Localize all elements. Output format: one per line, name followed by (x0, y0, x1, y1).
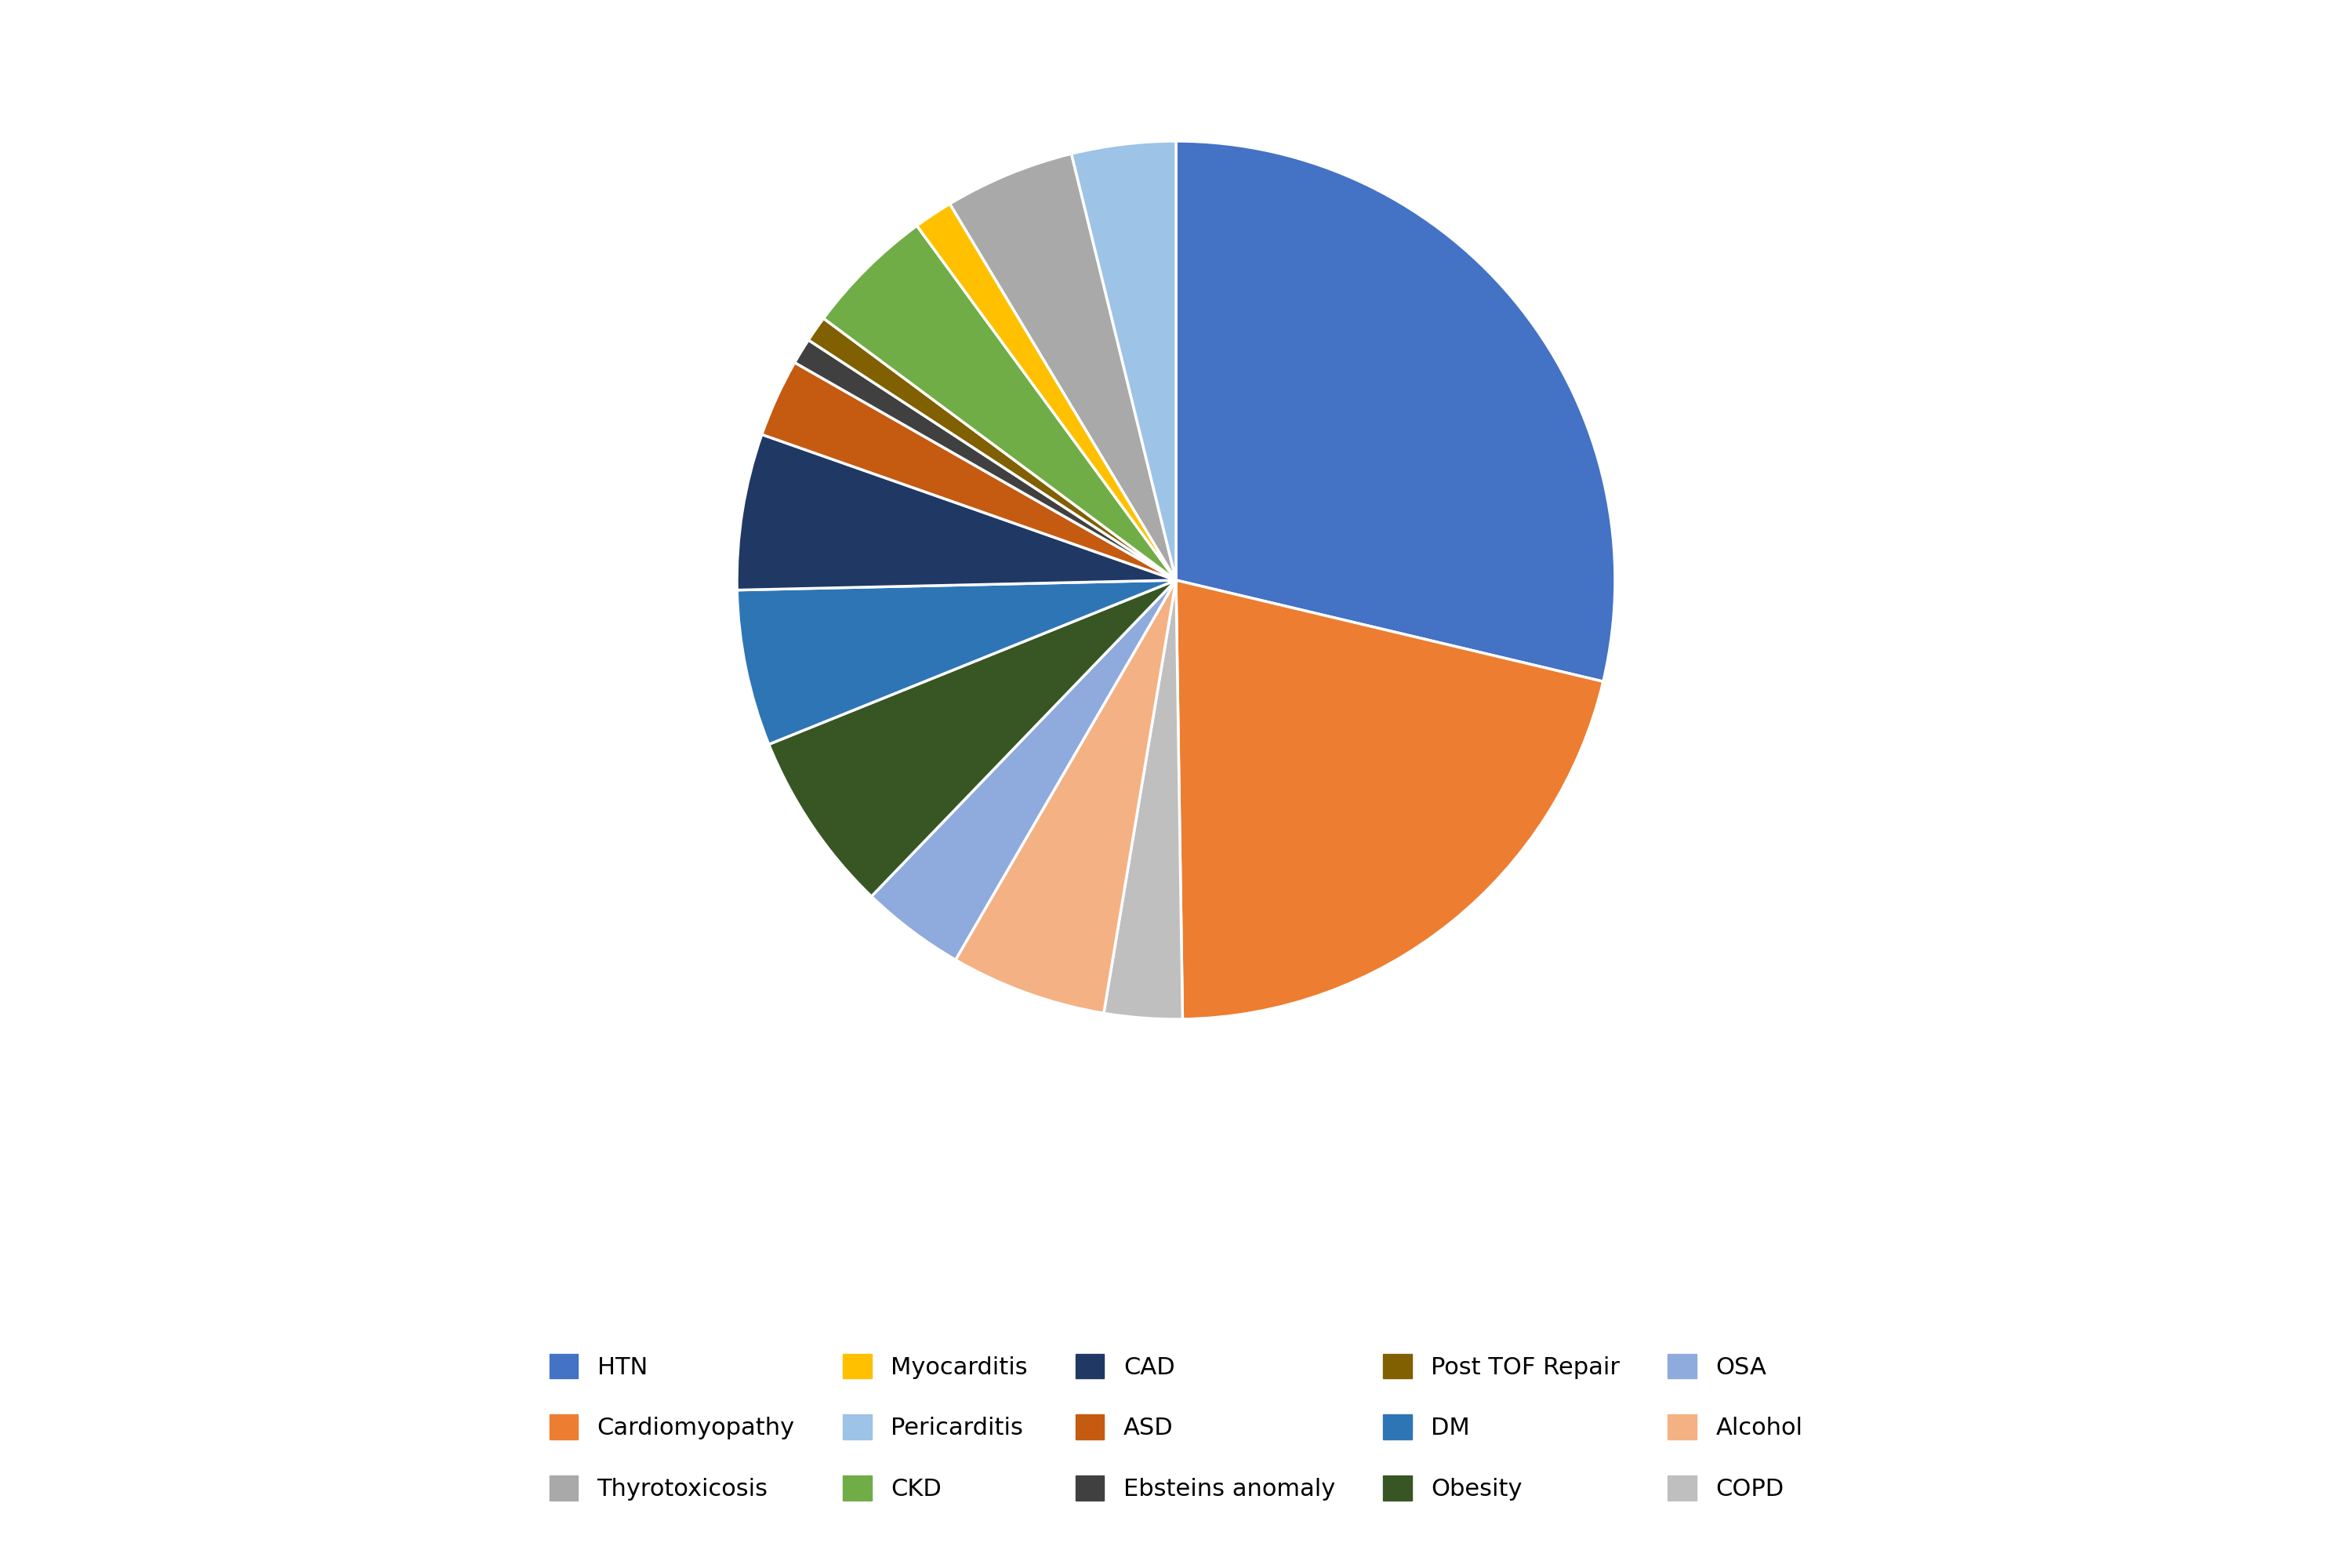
Wedge shape (762, 362, 1176, 580)
Wedge shape (823, 226, 1176, 580)
Wedge shape (1176, 141, 1616, 682)
Wedge shape (950, 154, 1176, 580)
Wedge shape (795, 340, 1176, 580)
Wedge shape (736, 434, 1176, 590)
Wedge shape (1073, 141, 1176, 580)
Wedge shape (809, 318, 1176, 580)
Wedge shape (917, 204, 1176, 580)
Wedge shape (736, 580, 1176, 745)
Wedge shape (1176, 580, 1604, 1019)
Wedge shape (873, 580, 1176, 960)
Wedge shape (769, 580, 1176, 897)
Wedge shape (1103, 580, 1183, 1019)
Legend: HTN, Cardiomyopathy, Thyrotoxicosis, Myocarditis, Pericarditis, CKD, CAD, ASD, E: HTN, Cardiomyopathy, Thyrotoxicosis, Myo… (524, 1330, 1828, 1524)
Wedge shape (955, 580, 1176, 1013)
